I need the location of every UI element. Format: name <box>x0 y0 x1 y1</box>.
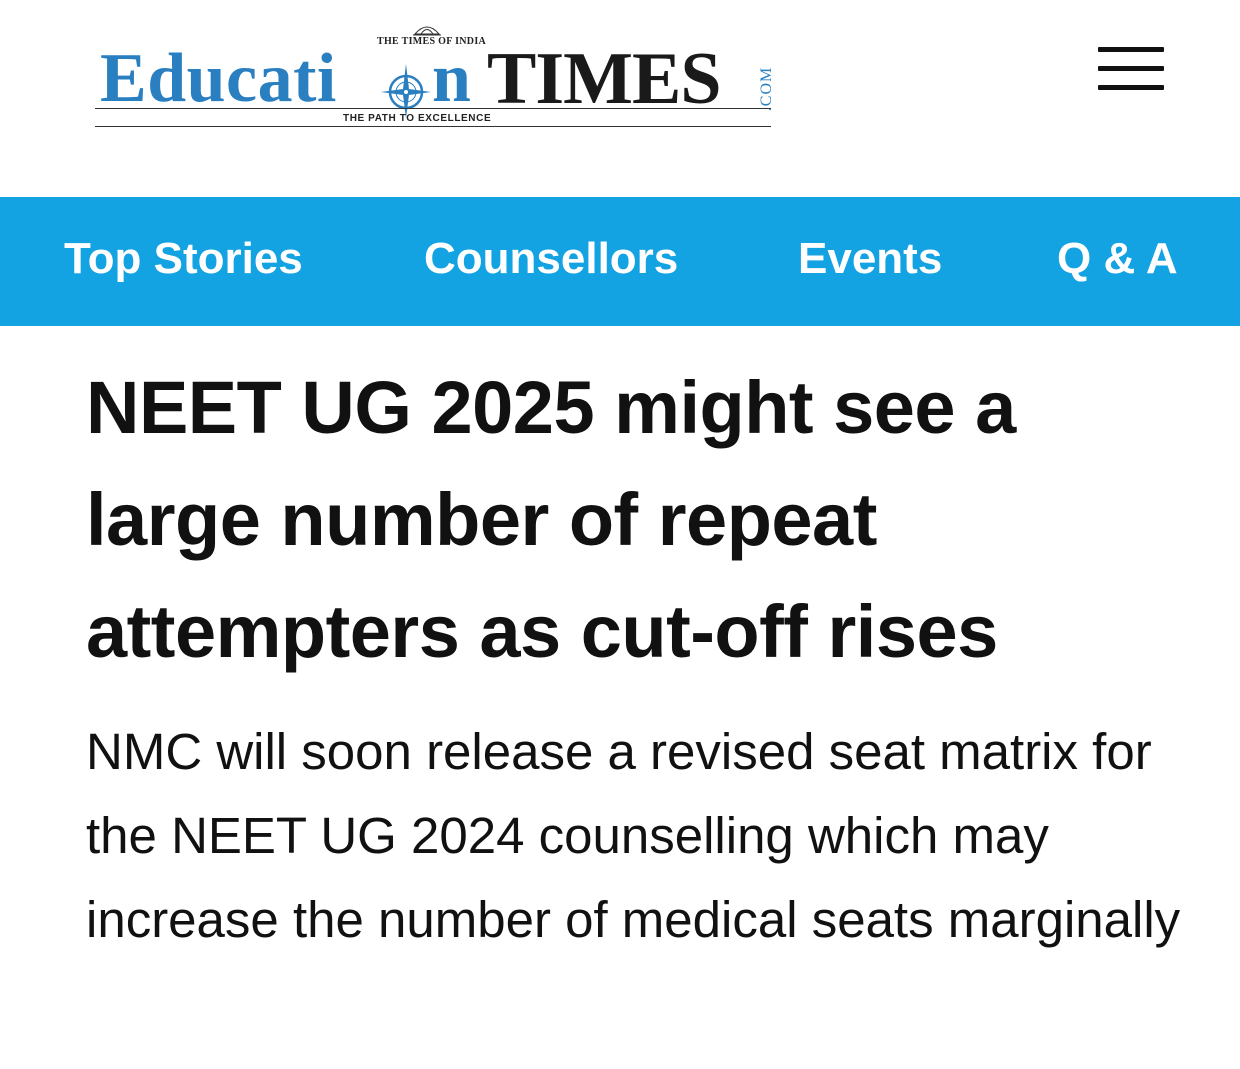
nav-item-counsellors[interactable]: Counsellors <box>424 234 679 283</box>
article-summary: NMC will soon release a revised seat mat… <box>86 723 1181 948</box>
logo-divider-bottom <box>95 126 771 127</box>
logo-letter-n: n <box>432 40 471 117</box>
menu-bar <box>1098 85 1164 90</box>
article-headline: NEET UG 2025 might see a large number of… <box>86 366 1016 673</box>
nav-item-events[interactable]: Events <box>798 234 943 283</box>
logo-publisher: THE TIMES OF INDIA <box>377 36 487 47</box>
site-header: THE TIMES OF INDIA Educati n TIMES .COM … <box>0 0 1240 197</box>
compass-icon <box>381 64 431 118</box>
logo-tagline: THE PATH TO EXCELLENCE <box>343 113 492 124</box>
logo-domain-suffix: .COM <box>758 66 776 112</box>
logo-word-times: TIMES <box>487 38 722 120</box>
logo-word-education: Educati <box>100 40 337 117</box>
hamburger-menu-icon[interactable] <box>1098 47 1164 91</box>
menu-bar <box>1098 66 1164 71</box>
nav-item-top-stories[interactable]: Top Stories <box>64 234 303 283</box>
logo-divider <box>95 108 771 109</box>
nav-item-q-and-a[interactable]: Q & A <box>1057 234 1178 283</box>
crest-icon <box>413 26 441 36</box>
education-times-logo[interactable]: THE TIMES OF INDIA Educati n TIMES .COM … <box>95 18 776 130</box>
menu-bar <box>1098 47 1164 52</box>
main-nav: Top Stories Counsellors Events Q & A <box>0 197 1240 326</box>
